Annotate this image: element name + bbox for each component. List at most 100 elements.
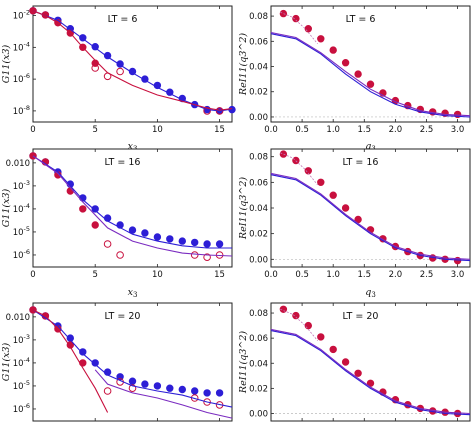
x-tick-label: 10 (152, 125, 163, 135)
guide-curve (280, 152, 318, 186)
data-point-filled-blue (128, 67, 137, 76)
data-point-filled-red (317, 333, 325, 341)
y-tick-label: 0.08 (249, 153, 268, 163)
curve-blue (32, 10, 233, 112)
y-tick-label: 10-3 (13, 179, 30, 192)
panel-5: 0.010 10-3 10-4 10-5 10-6 LT = 20 G11(x3) (1, 302, 233, 422)
x-tick-label: 2.5 (420, 270, 434, 280)
x-tick-label: 0 (30, 270, 35, 280)
data-point-filled-blue (91, 359, 99, 367)
x-tick-label: 15 (214, 125, 225, 135)
y-tick-label: 0.06 (249, 178, 268, 188)
data-point-filled-red (354, 369, 362, 377)
panel-title: LT = 16 (343, 157, 379, 168)
y-axis-label: G11(x3) (1, 188, 12, 227)
data-point-filled-blue (141, 380, 149, 388)
y-axis-label: G11(x3) (1, 44, 12, 83)
data-point-open-red (116, 67, 124, 76)
data-point-open-red (203, 398, 211, 406)
y-tick-label: 0.06 (249, 334, 268, 344)
x-tick-label: 1.0 (326, 125, 340, 135)
curve-blue (270, 174, 471, 262)
data-point-filled-red (329, 191, 337, 199)
data-point-open-red (190, 251, 199, 259)
data-point-filled-red (304, 321, 312, 330)
curve-red (32, 309, 109, 413)
data-point-open-red (103, 240, 112, 248)
curve-purple (94, 369, 233, 419)
x-tick-label: 2.0 (389, 125, 403, 135)
data-point-filled-red (304, 25, 312, 33)
data-point-filled-red (66, 341, 75, 349)
guide-curve (280, 11, 318, 45)
data-point-filled-red (329, 46, 337, 54)
y-tick-label: 0.02 (249, 384, 268, 394)
curve-purple (270, 31, 471, 117)
y-tick-label: 10-4 (13, 202, 30, 215)
y-tick-label: 0.06 (249, 37, 268, 47)
x-tick-label: 0.0 (264, 125, 278, 135)
data-point-filled-blue (153, 233, 162, 241)
x-tick-label: 1.5 (358, 270, 372, 280)
data-point-open-red (203, 253, 211, 262)
data-point-filled-blue (191, 387, 199, 395)
data-point-filled-red (317, 178, 325, 187)
data-point-filled-blue (128, 377, 137, 385)
x-tick-label: 10 (152, 270, 163, 280)
data-point-filled-red (329, 345, 337, 354)
data-point-open-red (116, 251, 124, 259)
panel-4: 0.0 0.5 1.0 1.5 2.0 2.5 3.0 0.00 0.02 0.04 0.06 0.0… (238, 148, 471, 299)
data-point-open-red (91, 64, 99, 72)
y-tick-label: 10-4 (13, 40, 30, 53)
data-point-filled-blue (215, 389, 224, 397)
data-point-filled-blue (178, 237, 187, 245)
y-tick-label: 0.08 (249, 12, 268, 22)
y-tick-label: 0.04 (249, 204, 268, 214)
y-tick-label: 0.02 (249, 88, 268, 98)
data-point-filled-red (29, 306, 37, 314)
data-point-filled-blue (178, 385, 187, 394)
data-point-filled-red (292, 14, 300, 23)
y-axis-label: ReI11(q3^2) (238, 177, 249, 240)
curve-blue (32, 155, 232, 249)
x-tick-label: 2.5 (420, 125, 434, 135)
y-tick-label: 0.00 (249, 255, 268, 265)
data-point-filled-red (354, 70, 362, 78)
data-point-filled-red (354, 215, 362, 224)
y-axis-label: ReI11(q3^2) (238, 33, 249, 96)
data-point-filled-blue (166, 384, 174, 392)
panel-6: 0.00 0.02 0.04 0.06 0.08 LT = 20 ReI11(q3^2) (238, 302, 471, 422)
data-point-filled-red (279, 150, 288, 158)
y-tick-label: 10-3 (13, 333, 30, 346)
data-point-filled-red (366, 80, 375, 88)
panel-title: LT = 6 (108, 14, 138, 25)
data-point-filled-red (341, 204, 350, 212)
x-tick-label: 15 (214, 270, 225, 280)
x-tick-label: 0.5 (295, 270, 309, 280)
curve-blue (32, 309, 233, 408)
data-point-filled-red (304, 167, 312, 175)
panel-2: 0.0 0.5 1.0 1.5 2.0 2.5 3.0 0.00 0.02 0.04 0.06 0.0… (238, 5, 471, 153)
y-tick-label: 0.00 (249, 409, 268, 419)
data-point-filled-blue (128, 226, 137, 234)
data-point-filled-blue (203, 389, 211, 397)
curve-red (32, 10, 233, 111)
panel-title: LT = 20 (343, 311, 379, 322)
y-tick-label: 10-2 (13, 9, 30, 22)
data-point-filled-red (317, 35, 325, 43)
y-tick-label: 10-5 (13, 225, 30, 238)
y-tick-label: 0.02 (249, 230, 268, 240)
x-tick-label: 0.5 (295, 125, 309, 135)
panel-title: LT = 16 (105, 157, 141, 168)
data-point-filled-blue (141, 229, 149, 237)
y-tick-label: 10-6 (13, 402, 30, 415)
y-tick-label: 0.04 (249, 63, 268, 73)
x-tick-label: 1.0 (326, 270, 340, 280)
curve-blue (270, 330, 471, 416)
x-tick-label: 3.0 (451, 270, 465, 280)
y-tick-label: 10-4 (13, 356, 30, 369)
plot-frame (270, 302, 471, 422)
x-tick-label: 3.0 (451, 125, 465, 135)
